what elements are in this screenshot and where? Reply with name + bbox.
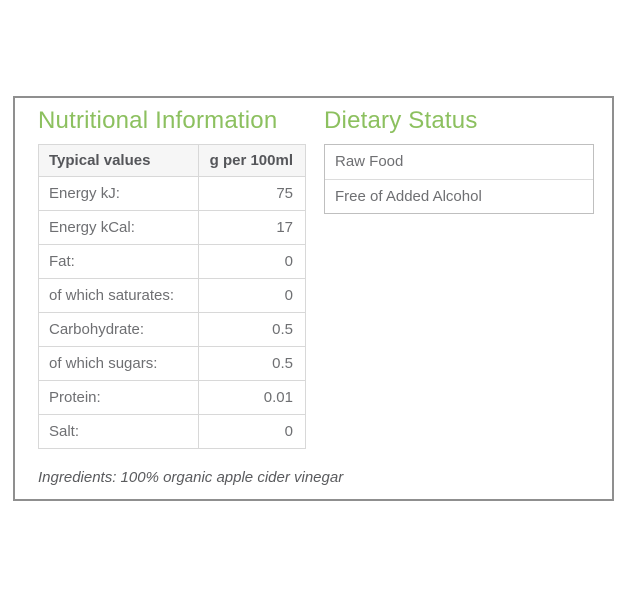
row-label: Energy kJ: bbox=[38, 176, 199, 211]
column-header-unit: g per 100ml bbox=[198, 144, 306, 177]
row-label: Salt: bbox=[38, 414, 199, 449]
row-label: Fat: bbox=[38, 244, 199, 279]
row-value: 0 bbox=[198, 278, 306, 313]
list-item: Free of Added Alcohol bbox=[325, 179, 593, 213]
dietary-status-title: Dietary Status bbox=[324, 107, 478, 134]
nutrition-table: Typical values g per 100ml Energy kJ: 75… bbox=[38, 144, 306, 449]
table-row: of which sugars: 0.5 bbox=[38, 346, 306, 381]
row-value: 75 bbox=[198, 176, 306, 211]
columns: Nutritional Information Typical values g… bbox=[15, 98, 612, 449]
row-value: 17 bbox=[198, 210, 306, 245]
nutritional-information-title: Nutritional Information bbox=[38, 107, 278, 134]
table-row: Protein: 0.01 bbox=[38, 380, 306, 415]
list-item: Raw Food bbox=[335, 153, 404, 170]
row-label: of which saturates: bbox=[38, 278, 199, 313]
row-label: Energy kCal: bbox=[38, 210, 199, 245]
table-row: Energy kCal: 17 bbox=[38, 210, 306, 245]
table-row: Salt: 0 bbox=[38, 414, 306, 449]
nutrition-table-header-row: Typical values g per 100ml bbox=[38, 144, 306, 177]
table-row: Energy kJ: 75 bbox=[38, 176, 306, 211]
row-value: 0.5 bbox=[198, 346, 306, 381]
dietary-status-section: Dietary Status Raw Food Free of Added Al… bbox=[324, 107, 594, 449]
table-row: Carbohydrate: 0.5 bbox=[38, 312, 306, 347]
table-row: of which saturates: 0 bbox=[38, 278, 306, 313]
row-value: 0 bbox=[198, 414, 306, 449]
row-value: 0.5 bbox=[198, 312, 306, 347]
row-value: 0.01 bbox=[198, 380, 306, 415]
row-label: Protein: bbox=[38, 380, 199, 415]
column-header-typical-values: Typical values bbox=[38, 144, 199, 177]
dietary-status-list: Raw Food Free of Added Alcohol bbox=[324, 144, 594, 214]
table-row: Fat: 0 bbox=[38, 244, 306, 279]
row-label: of which sugars: bbox=[38, 346, 199, 381]
row-label: Carbohydrate: bbox=[38, 312, 199, 347]
ingredients-text: Ingredients: 100% organic apple cider vi… bbox=[38, 469, 344, 486]
nutritional-information-section: Nutritional Information Typical values g… bbox=[38, 107, 306, 449]
info-frame: Nutritional Information Typical values g… bbox=[13, 96, 614, 501]
row-value: 0 bbox=[198, 244, 306, 279]
